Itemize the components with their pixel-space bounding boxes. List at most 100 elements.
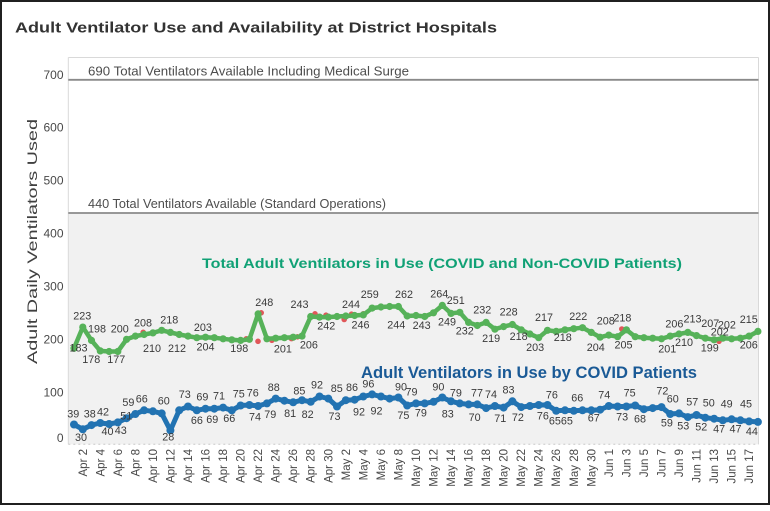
svg-text:202: 202 — [711, 327, 729, 339]
svg-text:73: 73 — [179, 389, 191, 401]
svg-text:73: 73 — [616, 412, 628, 424]
svg-text:75: 75 — [397, 410, 409, 422]
svg-text:222: 222 — [569, 311, 587, 323]
svg-text:218: 218 — [613, 313, 631, 325]
svg-text:75: 75 — [233, 389, 245, 401]
svg-text:264: 264 — [430, 289, 448, 301]
svg-text:243: 243 — [290, 299, 308, 311]
svg-text:Apr 8: Apr 8 — [130, 449, 142, 477]
svg-text:201: 201 — [274, 344, 292, 356]
svg-text:Jun 7: Jun 7 — [657, 449, 669, 477]
svg-text:79: 79 — [450, 388, 462, 400]
svg-text:198: 198 — [230, 343, 248, 355]
svg-text:72: 72 — [512, 412, 524, 424]
svg-text:210: 210 — [675, 337, 693, 349]
svg-text:Total Adult Ventilators in Use: Total Adult Ventilators in Use (COVID an… — [202, 255, 682, 271]
svg-text:Apr 24: Apr 24 — [271, 448, 283, 482]
svg-text:259: 259 — [361, 289, 379, 301]
svg-text:90: 90 — [395, 381, 407, 393]
svg-text:51: 51 — [120, 411, 132, 423]
svg-text:300: 300 — [43, 280, 63, 294]
svg-text:66: 66 — [223, 413, 235, 425]
svg-text:76: 76 — [537, 411, 549, 423]
svg-text:60: 60 — [158, 396, 170, 408]
svg-text:Apr 26: Apr 26 — [288, 449, 300, 483]
svg-text:53: 53 — [677, 421, 689, 433]
svg-text:92: 92 — [353, 406, 365, 418]
svg-text:77: 77 — [471, 388, 483, 400]
svg-text:Apr 30: Apr 30 — [323, 449, 335, 483]
svg-text:206: 206 — [300, 340, 318, 352]
svg-text:76: 76 — [546, 390, 558, 402]
svg-text:65: 65 — [549, 416, 561, 428]
svg-text:May 22: May 22 — [516, 449, 528, 487]
svg-text:May 16: May 16 — [464, 449, 476, 487]
svg-text:210: 210 — [143, 343, 161, 355]
svg-text:69: 69 — [196, 392, 208, 404]
svg-text:May 28: May 28 — [569, 449, 581, 487]
svg-text:Adult Daily Ventilators Used: Adult Daily Ventilators Used — [24, 119, 40, 364]
svg-text:218: 218 — [160, 315, 178, 327]
svg-text:208: 208 — [597, 316, 615, 328]
svg-text:244: 244 — [387, 320, 405, 332]
svg-text:May 30: May 30 — [586, 449, 598, 487]
svg-text:100: 100 — [43, 385, 63, 399]
svg-text:85: 85 — [331, 383, 343, 395]
svg-text:Apr 22: Apr 22 — [253, 449, 265, 483]
svg-text:600: 600 — [43, 121, 63, 135]
svg-text:May 20: May 20 — [499, 449, 511, 487]
svg-text:248: 248 — [255, 297, 273, 309]
svg-text:244: 244 — [342, 299, 360, 311]
svg-text:199: 199 — [701, 343, 719, 355]
svg-text:68: 68 — [634, 413, 646, 425]
svg-text:May 8: May 8 — [393, 449, 405, 480]
svg-text:92: 92 — [370, 405, 382, 417]
svg-text:205: 205 — [614, 340, 632, 352]
svg-text:60: 60 — [667, 394, 679, 406]
svg-text:85: 85 — [293, 385, 305, 397]
svg-text:74: 74 — [598, 390, 610, 402]
svg-text:178: 178 — [82, 354, 100, 366]
svg-text:206: 206 — [740, 340, 758, 352]
svg-text:42: 42 — [97, 407, 109, 419]
svg-text:Jun 15: Jun 15 — [727, 449, 739, 484]
svg-text:690 Total Ventilators Availabl: 690 Total Ventilators Available Includin… — [88, 64, 409, 79]
svg-text:203: 203 — [526, 342, 544, 354]
svg-text:198: 198 — [88, 324, 106, 336]
svg-text:86: 86 — [346, 382, 358, 394]
svg-text:Apr 12: Apr 12 — [165, 449, 177, 483]
svg-text:74: 74 — [485, 389, 497, 401]
svg-text:206: 206 — [665, 319, 683, 331]
svg-text:440 Total Ventilators Availabl: 440 Total Ventilators Available (Standar… — [88, 196, 386, 211]
svg-text:Adult Ventilator Use and Avail: Adult Ventilator Use and Availability at… — [15, 20, 497, 37]
svg-text:200: 200 — [111, 324, 129, 336]
svg-text:218: 218 — [554, 332, 572, 344]
svg-text:79: 79 — [415, 408, 427, 420]
svg-text:50: 50 — [703, 398, 715, 410]
svg-text:251: 251 — [447, 295, 465, 307]
svg-text:242: 242 — [317, 321, 335, 333]
svg-text:204: 204 — [196, 342, 214, 354]
svg-text:262: 262 — [395, 289, 413, 301]
svg-text:Jun 1: Jun 1 — [604, 449, 616, 477]
svg-text:Jun 9: Jun 9 — [674, 449, 686, 477]
svg-text:39: 39 — [67, 409, 79, 421]
svg-text:200: 200 — [43, 333, 63, 347]
svg-text:204: 204 — [587, 342, 605, 354]
svg-text:59: 59 — [122, 397, 134, 409]
svg-text:40: 40 — [101, 426, 113, 438]
svg-text:59: 59 — [661, 418, 673, 430]
svg-text:May 12: May 12 — [429, 449, 441, 487]
svg-text:May 10: May 10 — [411, 449, 423, 487]
svg-text:49: 49 — [721, 398, 733, 410]
svg-text:0: 0 — [57, 431, 64, 445]
svg-text:57: 57 — [686, 397, 698, 409]
svg-text:Jun 5: Jun 5 — [639, 449, 651, 477]
svg-text:177: 177 — [107, 354, 125, 366]
svg-text:45: 45 — [740, 398, 752, 410]
svg-text:38: 38 — [84, 409, 96, 421]
svg-text:72: 72 — [656, 386, 668, 398]
svg-text:228: 228 — [500, 307, 518, 319]
svg-text:79: 79 — [264, 409, 276, 421]
svg-text:Jun 17: Jun 17 — [744, 449, 756, 484]
